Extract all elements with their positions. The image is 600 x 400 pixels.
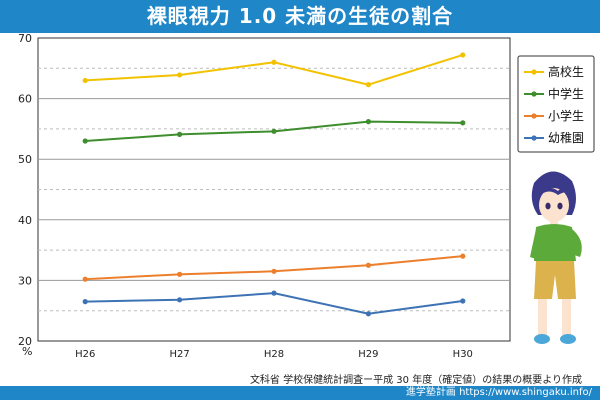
data-point	[82, 276, 88, 282]
data-point	[271, 290, 277, 296]
legend-label: 高校生	[548, 64, 584, 79]
series-line	[85, 255, 463, 281]
y-tick-label: 20	[18, 335, 32, 348]
character-illustration	[530, 171, 582, 344]
y-tick-label: 70	[18, 32, 32, 45]
data-point	[365, 82, 371, 88]
data-point	[460, 52, 466, 58]
data-point	[460, 120, 466, 126]
x-tick-label: H26	[75, 349, 95, 360]
data-point	[82, 299, 88, 305]
legend-label: 中学生	[548, 86, 584, 101]
y-tick-label: 40	[18, 214, 32, 227]
data-point	[177, 72, 183, 78]
data-point	[177, 297, 183, 303]
footer-text: 進学塾計画 https://www.shingaku.info/	[405, 387, 592, 398]
data-point	[460, 298, 466, 304]
data-point	[82, 77, 88, 84]
legend-marker	[531, 113, 537, 119]
legend-box	[517, 55, 595, 153]
legend-label: 小学生	[548, 108, 584, 123]
axis-labels: 20 30 40 50 60 70 H26 H27 H28 H29 H30	[18, 32, 473, 360]
y-axis-unit: %	[22, 345, 33, 358]
legend-label: 幼稚園	[548, 131, 584, 145]
data-point	[365, 311, 371, 317]
gridlines	[38, 67, 510, 312]
y-tick-label: 50	[18, 153, 32, 166]
data-point	[271, 59, 277, 65]
x-tick-label: H30	[453, 349, 473, 360]
source-note: 文科省 学校保健統計調査ー平成 30 年度（確定値）の結果の概要より作成	[249, 375, 582, 386]
legend-marker	[531, 69, 537, 75]
data-point	[82, 138, 88, 144]
y-tick-label: 60	[18, 93, 32, 106]
series-line	[85, 54, 464, 86]
data-point	[365, 119, 371, 125]
x-tick-label: H29	[358, 349, 378, 360]
data-point	[177, 131, 183, 137]
data-point	[460, 253, 466, 259]
legend-marker	[531, 91, 537, 97]
x-tick-label: H27	[169, 349, 189, 360]
data-point	[365, 262, 371, 268]
series-layer	[82, 52, 466, 317]
data-point	[177, 271, 183, 277]
legend-marker	[531, 135, 537, 141]
chart-title: 裸眼視力 1.0 未満の生徒の割合	[0, 0, 600, 33]
data-point	[271, 128, 277, 134]
footer-bar: 進学塾計画 https://www.shingaku.info/	[0, 386, 600, 400]
x-tick-label: H28	[264, 349, 284, 360]
y-tick-label: 30	[18, 274, 32, 287]
data-point	[271, 268, 277, 274]
